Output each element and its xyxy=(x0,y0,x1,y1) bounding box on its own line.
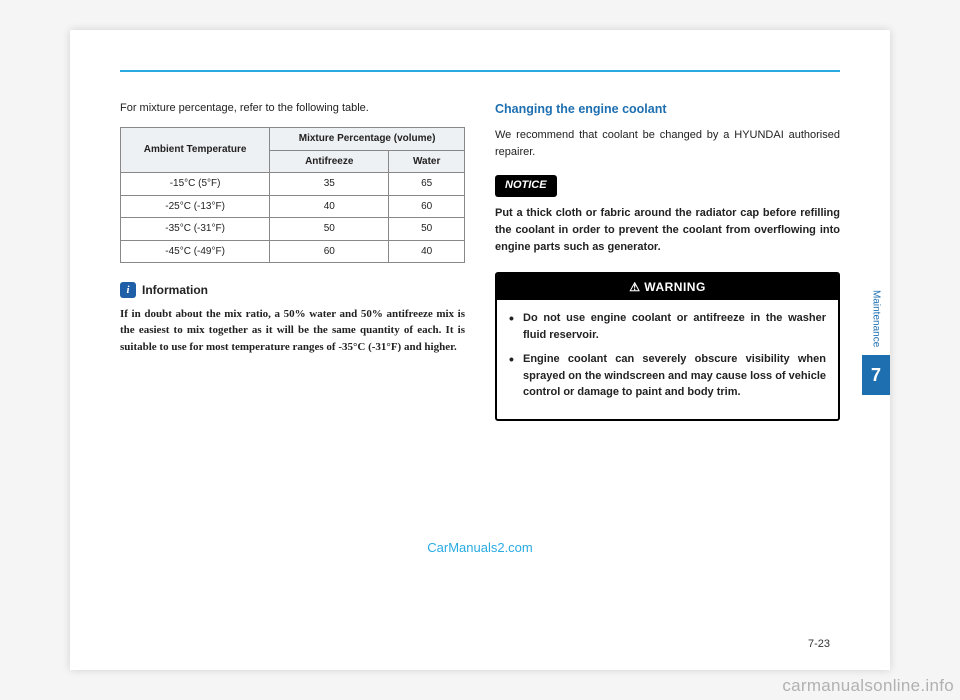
th-ambient: Ambient Temperature xyxy=(121,128,270,173)
cell-w: 50 xyxy=(389,218,465,241)
cell-af: 60 xyxy=(270,240,389,263)
cell-af: 50 xyxy=(270,218,389,241)
cell-temp: -25°C (-13°F) xyxy=(121,195,270,218)
cell-temp: -45°C (-49°F) xyxy=(121,240,270,263)
warning-header: WARNING xyxy=(497,274,838,301)
right-column: Changing the engine coolant We recommend… xyxy=(495,100,840,421)
content-columns: For mixture percentage, refer to the fol… xyxy=(120,100,840,421)
table-row: -15°C (5°F) 35 65 xyxy=(121,173,465,196)
info-title: Information xyxy=(142,281,208,300)
side-chapter-number: 7 xyxy=(862,355,890,395)
notice-body: Put a thick cloth or fabric around the r… xyxy=(495,205,840,256)
cell-w: 60 xyxy=(389,195,465,218)
cell-af: 40 xyxy=(270,195,389,218)
center-watermark: CarManuals2.com xyxy=(427,540,533,555)
th-water: Water xyxy=(389,150,465,173)
table-row: -35°C (-31°F) 50 50 xyxy=(121,218,465,241)
warning-box: WARNING Do not use engine coolant or ant… xyxy=(495,272,840,421)
notice-badge: NOTICE xyxy=(495,175,557,196)
cell-temp: -35°C (-31°F) xyxy=(121,218,270,241)
section-heading: Changing the engine coolant xyxy=(495,100,840,119)
warning-body: Do not use engine coolant or antifreeze … xyxy=(497,300,838,419)
cell-temp: -15°C (5°F) xyxy=(121,173,270,196)
cell-w: 40 xyxy=(389,240,465,263)
info-icon: i xyxy=(120,282,136,298)
cell-w: 65 xyxy=(389,173,465,196)
info-header: i Information xyxy=(120,281,465,300)
intro-text: For mixture percentage, refer to the fol… xyxy=(120,100,465,117)
corner-watermark: carmanualsonline.info xyxy=(782,676,954,696)
th-mixture: Mixture Percentage (volume) xyxy=(270,128,465,151)
page-number: 7-23 xyxy=(808,638,830,650)
warning-item: Engine coolant can severely obscure visi… xyxy=(509,351,826,401)
side-label: Maintenance xyxy=(871,290,882,347)
warning-item: Do not use engine coolant or antifreeze … xyxy=(509,310,826,343)
table-row: -25°C (-13°F) 40 60 xyxy=(121,195,465,218)
side-tab: Maintenance 7 xyxy=(862,290,890,395)
info-body: If in doubt about the mix ratio, a 50% w… xyxy=(120,306,465,356)
left-column: For mixture percentage, refer to the fol… xyxy=(120,100,465,421)
manual-page: For mixture percentage, refer to the fol… xyxy=(70,30,890,670)
mixture-table: Ambient Temperature Mixture Percentage (… xyxy=(120,127,465,263)
th-antifreeze: Antifreeze xyxy=(270,150,389,173)
body-text: We recommend that coolant be changed by … xyxy=(495,127,840,161)
top-rule xyxy=(120,70,840,72)
cell-af: 35 xyxy=(270,173,389,196)
table-row: -45°C (-49°F) 60 40 xyxy=(121,240,465,263)
